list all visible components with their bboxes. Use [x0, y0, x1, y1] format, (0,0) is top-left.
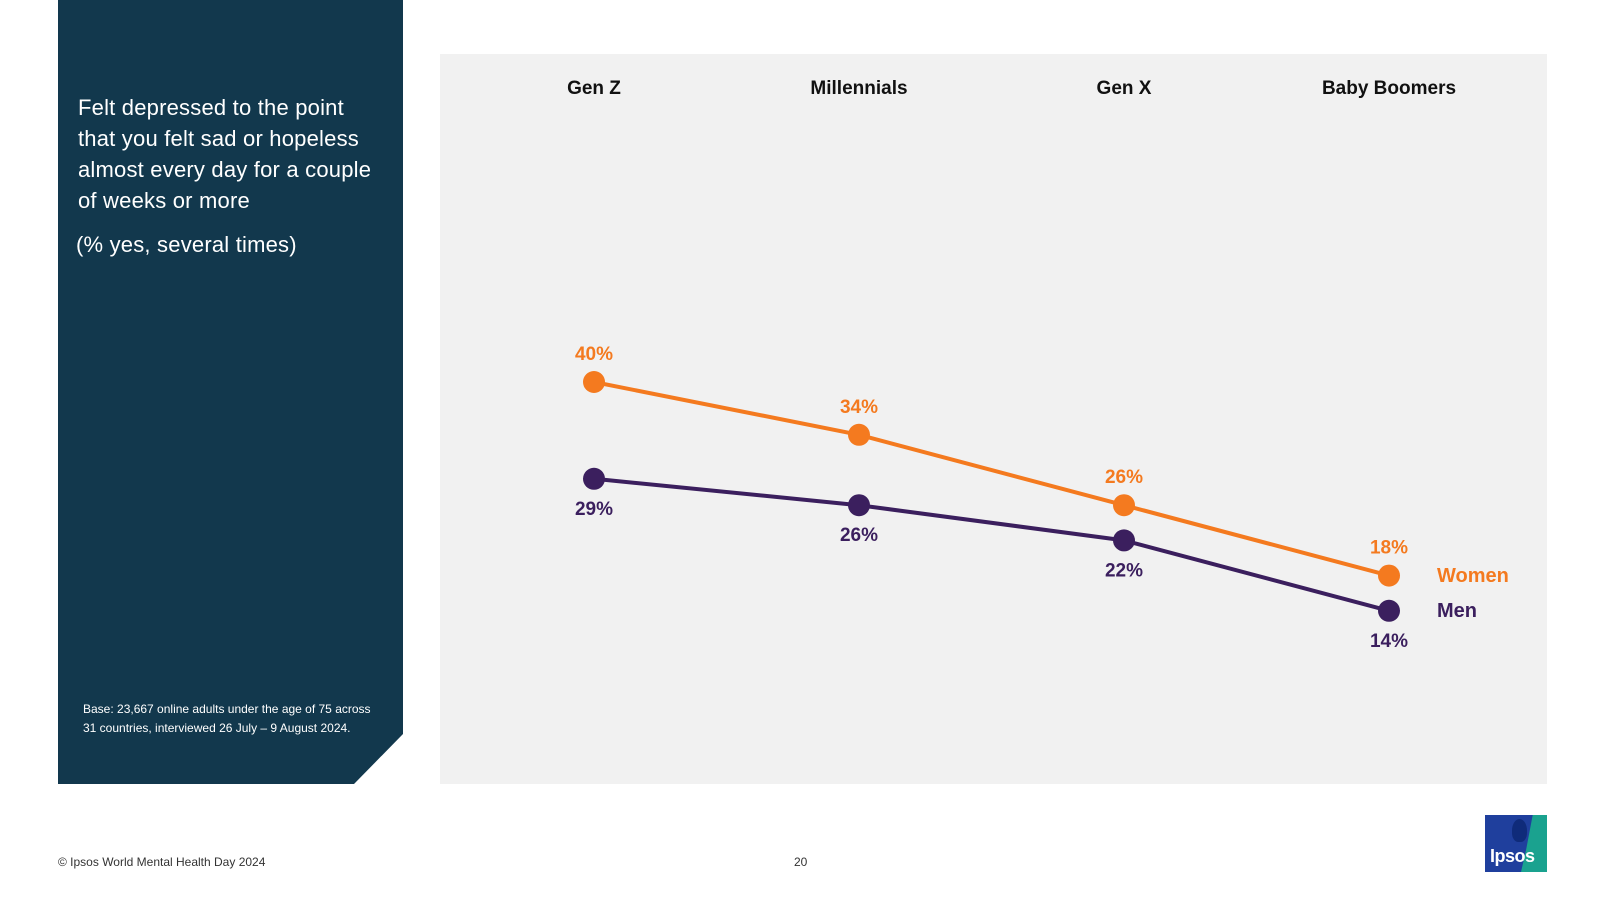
men-data-label: 29%: [575, 499, 613, 520]
women-data-label: 26%: [1105, 467, 1143, 488]
page-number: 20: [794, 855, 808, 869]
men-point: [583, 467, 605, 490]
men-line: [593, 476, 1390, 613]
category-label: Baby Boomers: [1322, 78, 1456, 99]
side-panel: Felt depressed to the point that you fel…: [58, 0, 403, 784]
men-series-label: Men: [1437, 600, 1477, 622]
chart-subtitle: (% yes, several times): [76, 232, 297, 257]
women-line: [593, 380, 1390, 578]
line-chart: Gen Z Millennials Gen X Baby Boomers 40% 34% 2…: [567, 78, 1509, 652]
women-point: [583, 371, 605, 393]
women-data-label: 18%: [1370, 538, 1408, 559]
men-data-label: 22%: [1105, 560, 1143, 581]
chart-question: Felt depressed to the point that you fel…: [78, 95, 372, 213]
logo-head-icon: [1512, 819, 1527, 842]
women-data-label: 40%: [575, 344, 613, 365]
category-label: Gen X: [1097, 78, 1152, 99]
men-point: [1113, 529, 1135, 552]
category-label: Millennials: [810, 78, 907, 99]
women-point: [1378, 564, 1400, 587]
men-data-label: 14%: [1370, 631, 1408, 652]
base-note: Base: 23,667 online adults under the age…: [83, 702, 371, 735]
chart-area: Gen Z Millennials Gen X Baby Boomers 40% 34% 2…: [440, 54, 1547, 784]
category-label: Gen Z: [567, 78, 621, 99]
footer-copyright: © Ipsos World Mental Health Day 2024: [58, 855, 266, 869]
women-point: [1113, 494, 1135, 517]
logo-text: Ipsos: [1490, 846, 1535, 866]
men-point: [848, 494, 870, 517]
ipsos-logo: Ipsos: [1485, 815, 1547, 872]
women-series-label: Women: [1437, 565, 1509, 587]
men-point: [1378, 599, 1400, 622]
women-data-label: 34%: [840, 397, 878, 418]
men-data-label: 26%: [840, 525, 878, 546]
women-point: [848, 423, 870, 446]
